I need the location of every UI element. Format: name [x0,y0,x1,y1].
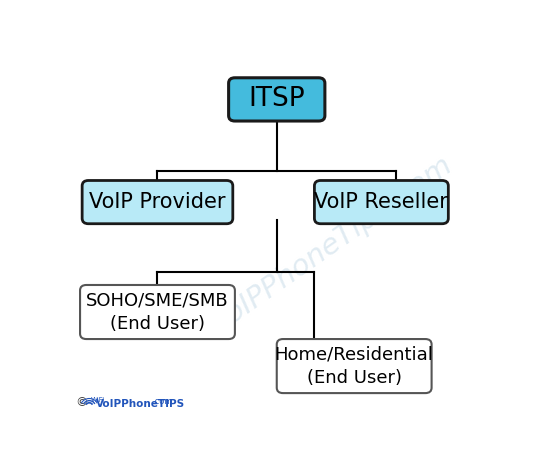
FancyBboxPatch shape [82,181,233,224]
Text: SOHO/SME/SMB
(End User): SOHO/SME/SMB (End User) [86,291,229,333]
Text: WiFi: WiFi [91,397,105,403]
Text: Home/Residential
(End User): Home/Residential (End User) [275,345,434,387]
FancyBboxPatch shape [314,181,448,224]
Text: VoIP Provider: VoIP Provider [89,192,226,212]
Text: VoIP Reseller: VoIP Reseller [314,192,448,212]
Text: ©: © [75,395,87,409]
Text: ITSP: ITSP [248,87,305,112]
FancyBboxPatch shape [277,339,431,393]
FancyBboxPatch shape [228,78,325,121]
FancyBboxPatch shape [80,285,235,339]
Text: .com: .com [152,397,173,406]
Text: VoIPPhoneTIPS: VoIPPhoneTIPS [96,399,185,409]
Text: VoIPPhoneTips.Com: VoIPPhoneTips.Com [205,149,457,337]
